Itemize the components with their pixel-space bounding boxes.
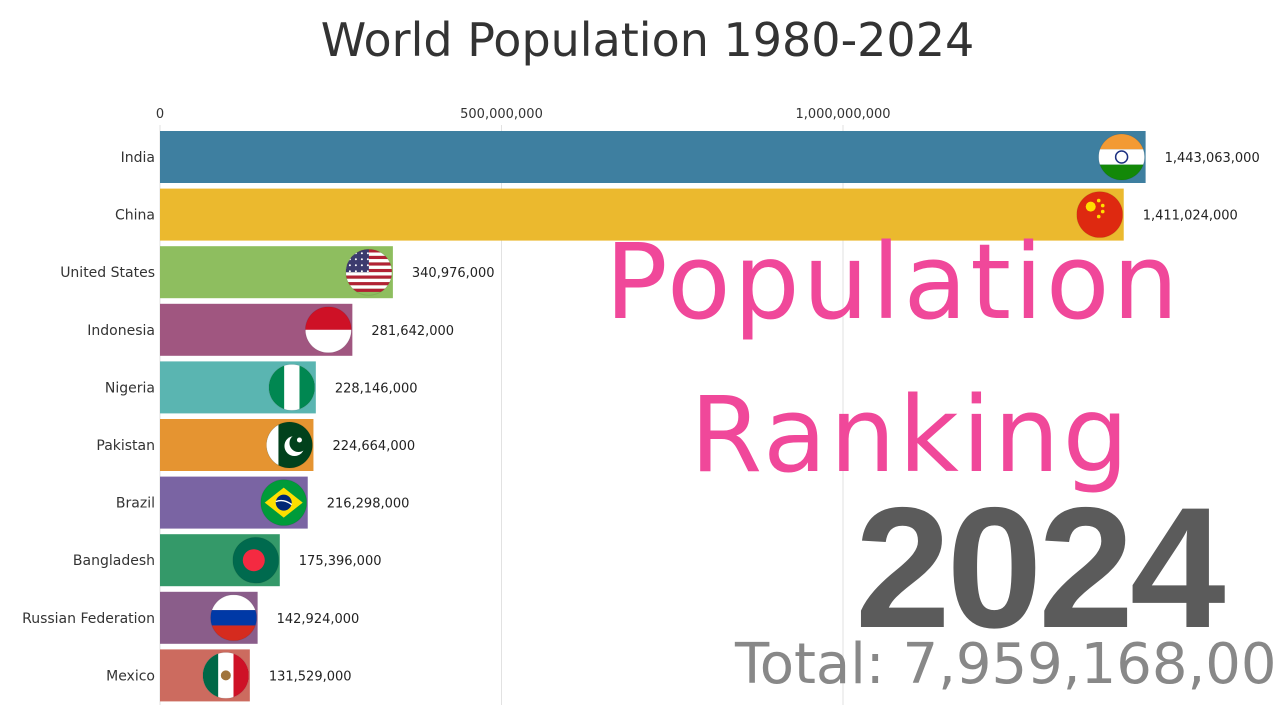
bar-group: Russian Federation 142,924,000: [22, 591, 360, 644]
bar-group: Bangladesh 175,396,000: [73, 534, 382, 587]
category-label: Brazil: [116, 496, 155, 512]
value-label: 340,976,000: [412, 266, 495, 281]
usa-flag-icon: [345, 248, 393, 296]
bar-group: Nigeria 228,146,000: [105, 361, 418, 414]
category-label: Indonesia: [87, 323, 155, 339]
category-label: India: [121, 150, 155, 166]
category-label: United States: [60, 265, 155, 281]
bar-group: Brazil 216,298,000: [116, 476, 410, 529]
category-label: Bangladesh: [73, 553, 155, 569]
bar-group: United States 340,976,000: [60, 246, 495, 299]
category-label: Russian Federation: [22, 611, 155, 627]
mexico-flag-icon: [202, 651, 250, 699]
bars: India 1,443,063,000 China 1,411,024,000 Unit…: [22, 131, 1260, 702]
brazil-flag-icon: [260, 479, 308, 527]
india-flag-icon: [1098, 133, 1146, 181]
bangladesh-flag-icon: [232, 536, 280, 584]
category-label: Mexico: [106, 668, 155, 684]
overlay-title-line1: Population: [605, 221, 1182, 343]
chart-title: World Population 1980-2024: [320, 13, 975, 67]
bar-group: China 1,411,024,000: [115, 188, 1238, 241]
pakistan-flag-icon: [265, 421, 313, 469]
bar-group: Pakistan 224,664,000: [96, 419, 415, 471]
bar-group: Mexico 131,529,000: [106, 649, 352, 702]
category-label: Nigeria: [105, 380, 155, 396]
category-label: China: [115, 208, 155, 224]
value-label: 224,664,000: [332, 439, 415, 454]
value-label: 1,443,063,000: [1165, 151, 1260, 166]
bar: [160, 131, 1146, 183]
x-tick-label: 500,000,000: [460, 107, 543, 122]
value-label: 228,146,000: [335, 381, 418, 396]
x-tick-label: 1,000,000,000: [795, 107, 890, 122]
value-label: 216,298,000: [327, 497, 410, 512]
china-flag-icon: [1076, 191, 1124, 239]
value-label: 1,411,024,000: [1143, 209, 1238, 224]
bar-group: India 1,443,063,000: [121, 131, 1260, 183]
value-label: 131,529,000: [269, 669, 352, 684]
x-axis-ticks: 0 500,000,000 1,000,000,000: [156, 107, 891, 122]
year-label: 2024: [855, 472, 1226, 664]
bar: [160, 188, 1124, 241]
category-label: Pakistan: [96, 438, 155, 454]
total-label: Total: 7,959,168,000: [735, 632, 1280, 697]
value-label: 142,924,000: [277, 612, 360, 627]
value-label: 175,396,000: [299, 554, 382, 569]
value-label: 281,642,000: [371, 324, 454, 339]
indonesia-flag-icon: [304, 306, 352, 354]
nigeria-flag-icon: [268, 363, 316, 411]
russia-flag-icon: [210, 594, 258, 642]
x-tick-label: 0: [156, 107, 164, 122]
bar-group: Indonesia 281,642,000: [87, 303, 454, 356]
overlay-title-line2: Ranking: [690, 374, 1132, 496]
